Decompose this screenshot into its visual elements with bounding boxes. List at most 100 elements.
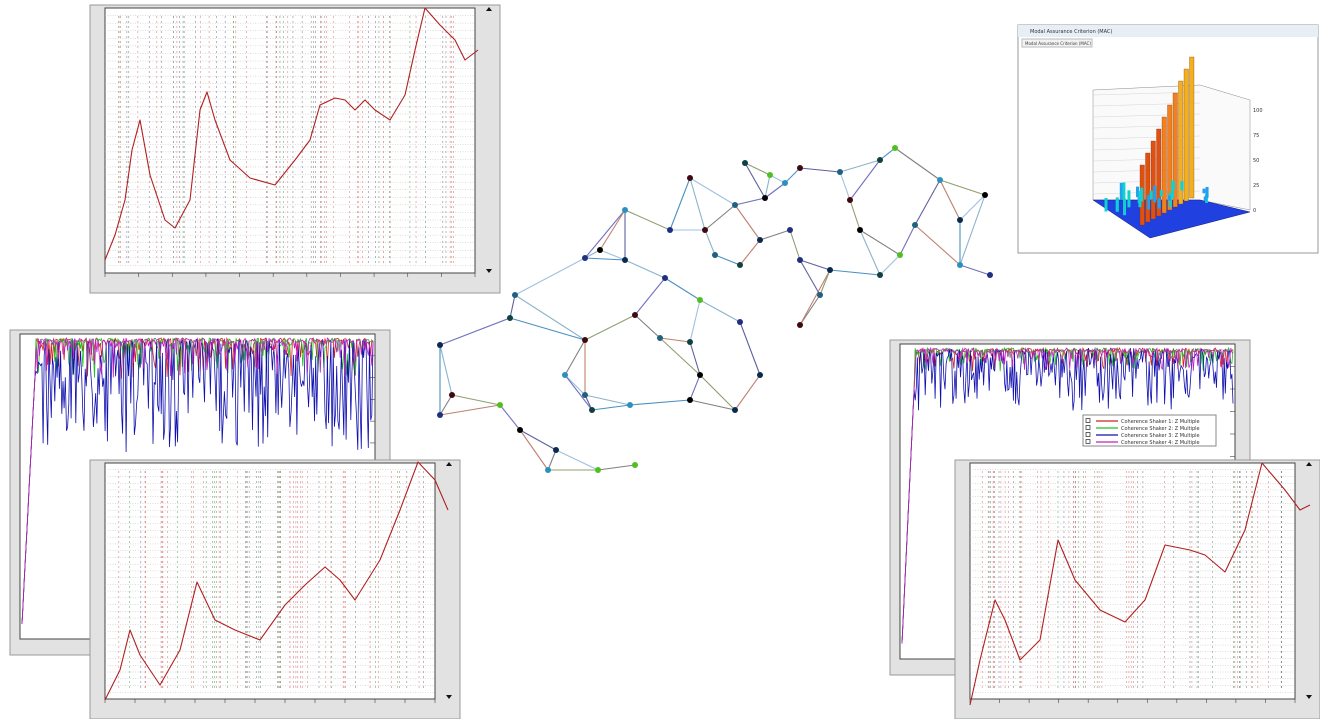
wire-node	[595, 467, 601, 473]
wire-edge	[591, 404, 631, 411]
wire-edge	[939, 179, 986, 196]
wire-edge	[734, 374, 761, 411]
legend-label: Coherence Shaker 4: Z Multiple	[1121, 440, 1200, 446]
wire-edge	[634, 277, 666, 316]
wire-edge	[689, 399, 736, 411]
wire-edge	[784, 167, 801, 184]
wire-edge	[624, 259, 666, 279]
wire-edge	[584, 257, 626, 261]
wire-node	[545, 467, 551, 473]
wire-edge	[689, 374, 701, 401]
wire-edge	[519, 429, 557, 451]
wire-edge	[514, 257, 586, 296]
wire-edge	[959, 194, 986, 221]
plot-area	[104, 462, 436, 700]
wire-node	[627, 402, 633, 408]
frf-curve	[969, 462, 1311, 706]
wire-node	[957, 217, 963, 223]
wire-node	[632, 312, 638, 318]
wire-edge	[439, 394, 453, 416]
wire-edge	[584, 209, 626, 259]
mac-bar	[1180, 181, 1184, 191]
mac-bar	[1119, 182, 1123, 200]
wire-node	[632, 462, 638, 468]
wire-edge	[689, 177, 706, 231]
mac-bar	[1140, 187, 1144, 202]
wire-node	[957, 262, 963, 268]
wire-node	[589, 407, 595, 413]
coherence-curve	[901, 346, 1234, 644]
wire-edge	[584, 314, 636, 341]
wire-edge	[584, 394, 631, 406]
wire-edge	[759, 229, 791, 241]
wire-node	[687, 175, 693, 181]
legend-box	[1082, 414, 1217, 447]
wire-node	[582, 392, 588, 398]
wire-edge	[734, 197, 766, 206]
wire-edge	[914, 224, 961, 266]
mac-bar	[1149, 190, 1153, 200]
wire-edge	[764, 174, 771, 199]
wire-edge	[564, 374, 586, 396]
wire-node	[622, 257, 628, 263]
mac-bar	[1156, 128, 1162, 217]
wire-edge	[894, 147, 941, 181]
wire-edge	[799, 259, 821, 296]
wire-node	[897, 252, 903, 258]
wire-node	[762, 195, 768, 201]
wire-edge	[799, 259, 831, 271]
wire-edge	[634, 314, 661, 339]
wire-node	[877, 272, 883, 278]
mac-window: Modal Assurance Criterion (MAC) Modal As…	[1017, 24, 1319, 254]
mac-bar	[1172, 92, 1178, 208]
wire-node	[517, 427, 523, 433]
wire-node	[512, 292, 518, 298]
legend-check	[1085, 425, 1091, 430]
wire-edge	[739, 239, 761, 266]
z-tick-label: 100	[1253, 108, 1263, 114]
mac-bar	[1153, 185, 1157, 203]
wire-node	[742, 160, 748, 166]
wire-edge	[509, 317, 586, 341]
wire-edge	[597, 464, 636, 471]
mac-bar	[1189, 56, 1195, 199]
legend-label: Coherence Shaker 3: Z Multiple	[1121, 433, 1200, 439]
wire-node	[937, 177, 943, 183]
wire-node	[912, 222, 918, 228]
wire-edge	[564, 339, 586, 376]
wire-node	[987, 272, 993, 278]
wire-node	[982, 192, 988, 198]
wire-edge	[764, 182, 786, 199]
wire-edge	[499, 404, 521, 431]
wire-node	[892, 145, 898, 151]
mac-bar	[1167, 195, 1171, 201]
wire-edge	[439, 404, 501, 416]
mac-bar	[1127, 190, 1131, 208]
wire-edge	[744, 162, 771, 176]
wire-edge	[547, 449, 557, 471]
selector[interactable]	[1021, 38, 1093, 48]
legend-label: Coherence Shaker 2: Z Multiple	[1121, 426, 1200, 432]
wire-edge	[914, 179, 941, 226]
wire-node	[797, 257, 803, 263]
wire-edge	[624, 209, 671, 231]
wire-node	[657, 335, 663, 341]
wire-node	[497, 402, 503, 408]
wire-edge	[564, 374, 593, 411]
wire-edge	[704, 229, 716, 256]
wire-edge	[689, 341, 701, 376]
wire-node	[582, 255, 588, 261]
frf-curve	[104, 461, 449, 701]
wire-edge	[839, 171, 851, 201]
plot-area	[104, 7, 476, 274]
wire-node	[817, 292, 823, 298]
wire-node	[597, 247, 603, 253]
mac-bar	[1122, 182, 1126, 200]
wire-node	[662, 275, 668, 281]
mac-bar	[1183, 68, 1189, 202]
legend-check	[1085, 439, 1091, 444]
wire-edge	[629, 399, 691, 406]
wire-node	[847, 197, 853, 203]
mac-bar	[1205, 186, 1209, 198]
